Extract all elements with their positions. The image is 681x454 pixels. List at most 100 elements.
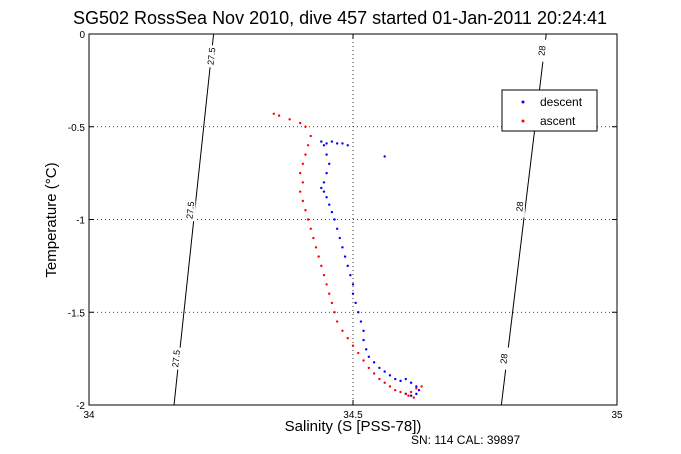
ascent-point (301, 199, 305, 203)
ascent-point (309, 227, 312, 230)
legend-marker-ascent (521, 119, 525, 123)
ascent-point (412, 396, 415, 399)
ascent-point (335, 320, 339, 323)
descent-point (409, 394, 413, 397)
ascent-point (328, 292, 331, 295)
ascent-point (288, 118, 291, 121)
descent-point (322, 190, 326, 193)
descent-point (325, 142, 328, 145)
descent-point (333, 218, 336, 221)
ascent-point (299, 121, 302, 125)
descent-point (388, 374, 392, 377)
descent-point (417, 388, 421, 392)
descent-point (404, 377, 407, 381)
descent-point (330, 210, 334, 214)
contour-label-bg (171, 347, 182, 370)
ascent-point (317, 255, 320, 258)
contour-label: 27.5 (170, 349, 182, 367)
ascent-point (304, 153, 307, 156)
descent-point (409, 381, 413, 384)
ascent-point (420, 385, 423, 388)
y-tick-label: 0 (79, 30, 85, 41)
ascent-point (378, 377, 381, 381)
ascent-point (299, 190, 302, 193)
ascent-point (304, 209, 307, 212)
descent-point (320, 140, 323, 143)
descent-point (415, 392, 418, 396)
contour-label: 28 (514, 201, 525, 212)
descent-point (330, 140, 334, 143)
descent-point (346, 144, 349, 147)
legend-label-descent: descent (540, 95, 583, 109)
ascent-point (314, 246, 318, 249)
descent-point (335, 142, 339, 145)
descent-point (362, 329, 365, 332)
ascent-point (333, 311, 336, 314)
ascent-point (346, 337, 349, 340)
descent-point (343, 255, 347, 258)
axis-ticks: 34 34.5 35 0 -0.5 -1 -1.5 -2 (68, 30, 623, 421)
descent-point (325, 196, 328, 199)
descent-point (351, 283, 355, 286)
descent-point (362, 338, 365, 342)
legend: descent ascent (501, 89, 598, 132)
ascent-point (301, 162, 305, 166)
ascent-point (351, 344, 355, 347)
contour-label: 27.5 (206, 47, 218, 65)
ascent-point (320, 264, 323, 268)
ascent-point (394, 388, 397, 392)
descent-point (394, 377, 397, 381)
y-tick-label: -1.5 (68, 308, 86, 319)
ascent-point (312, 236, 315, 240)
descent-point (351, 292, 355, 295)
y-axis-label: Temperature (°C) (43, 162, 60, 277)
chart-title: SG502 RossSea Nov 2010, dive 457 started… (73, 8, 607, 28)
ascent-point (304, 125, 307, 128)
descent-point (335, 227, 339, 230)
ascent-point (322, 273, 326, 277)
x-tick-label: 34 (83, 410, 95, 421)
ascent-point (325, 283, 328, 286)
descent-point (320, 186, 323, 190)
descent-point (349, 273, 352, 277)
descent-point (399, 379, 402, 383)
y-tick-label: -1 (76, 216, 85, 227)
contour-label: 28 (536, 45, 547, 56)
ascent-point (399, 390, 402, 394)
y-tick-label: -0.5 (68, 123, 86, 134)
ascent-point (277, 114, 281, 117)
descent-point (325, 153, 328, 156)
x-tick-label: 35 (611, 410, 623, 421)
ascent-point (357, 351, 360, 355)
descent-point (322, 144, 326, 147)
ascent-point (383, 381, 386, 384)
x-tick-label: 34.5 (343, 410, 363, 421)
descent-point (383, 155, 386, 158)
descent-point (359, 320, 363, 323)
descent-point (338, 236, 341, 240)
ascent-point (404, 392, 407, 396)
descent-point (328, 162, 331, 166)
data-series (272, 112, 423, 399)
ascent-point (330, 301, 334, 305)
ascent-point (409, 390, 413, 394)
descent-point (346, 264, 349, 268)
descent-point (367, 355, 371, 358)
descent-point (383, 370, 386, 373)
ascent-point (301, 181, 305, 184)
ascent-point (272, 112, 275, 115)
ascent-point (299, 171, 302, 175)
ascent-point (309, 134, 312, 138)
contour-label-bg (537, 39, 548, 62)
ascent-point (362, 359, 365, 362)
descent-point (341, 246, 344, 249)
descent-point (357, 311, 360, 314)
ascent-point (388, 385, 392, 388)
contour-label: 27.5 (184, 201, 196, 219)
descent-point (325, 171, 328, 175)
legend-label-ascent: ascent (540, 114, 576, 128)
ascent-point (372, 372, 376, 375)
descent-point (378, 366, 381, 370)
ascent-point (341, 329, 344, 332)
